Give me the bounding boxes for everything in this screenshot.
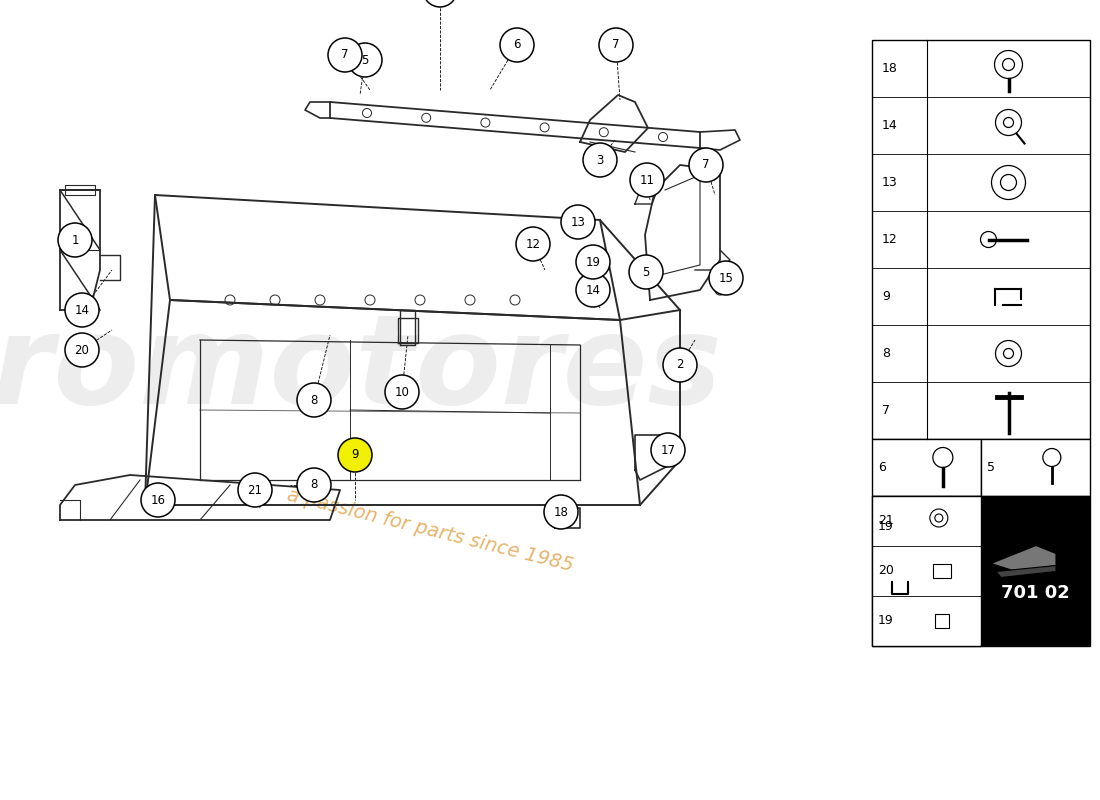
Circle shape (663, 348, 697, 382)
Circle shape (630, 163, 664, 197)
Text: 7: 7 (613, 38, 619, 51)
Text: 16: 16 (151, 494, 165, 506)
Text: 21: 21 (878, 514, 893, 527)
Circle shape (710, 261, 742, 295)
Polygon shape (991, 546, 1056, 571)
Text: 5: 5 (642, 266, 650, 278)
Text: 15: 15 (718, 271, 734, 285)
Bar (935, 614, 949, 628)
Text: 5: 5 (987, 461, 996, 474)
Circle shape (385, 375, 419, 409)
Text: 12: 12 (526, 238, 540, 250)
Text: 5: 5 (361, 54, 368, 66)
Bar (872, 496, 981, 546)
Circle shape (297, 468, 331, 502)
Text: 13: 13 (882, 176, 898, 189)
Text: euromotores: euromotores (0, 310, 722, 430)
Text: 19: 19 (878, 614, 893, 627)
Circle shape (651, 433, 685, 467)
Text: 20: 20 (878, 565, 894, 578)
Text: 19: 19 (878, 519, 893, 533)
Circle shape (576, 273, 610, 307)
Circle shape (583, 143, 617, 177)
Circle shape (65, 333, 99, 367)
Bar (872, 596, 981, 646)
Text: 7: 7 (341, 49, 349, 62)
Circle shape (576, 245, 610, 279)
Circle shape (629, 255, 663, 289)
Text: 12: 12 (882, 233, 898, 246)
Text: 18: 18 (553, 506, 569, 518)
Text: 10: 10 (395, 386, 409, 398)
Text: 9: 9 (882, 290, 890, 303)
Circle shape (516, 227, 550, 261)
Circle shape (600, 28, 632, 62)
Bar (933, 564, 950, 578)
Circle shape (348, 43, 382, 77)
Circle shape (561, 205, 595, 239)
Text: 20: 20 (75, 343, 89, 357)
Bar (872, 546, 981, 596)
Text: 8: 8 (310, 478, 318, 491)
Text: 3: 3 (596, 154, 604, 166)
Circle shape (689, 148, 723, 182)
Text: 7: 7 (702, 158, 710, 171)
Bar (981, 496, 1090, 646)
Text: 6: 6 (514, 38, 520, 51)
Text: 9: 9 (351, 449, 359, 462)
Bar (872, 439, 981, 496)
Text: 8: 8 (310, 394, 318, 406)
Bar (872, 496, 981, 646)
Polygon shape (996, 566, 1056, 578)
Text: 14: 14 (75, 303, 89, 317)
Bar (981, 439, 1090, 496)
Text: 1: 1 (72, 234, 79, 246)
Bar (872, 40, 1090, 439)
Text: 19: 19 (585, 255, 601, 269)
Text: 701 02: 701 02 (1001, 585, 1070, 602)
Text: 6: 6 (878, 461, 886, 474)
Circle shape (338, 438, 372, 472)
Circle shape (65, 293, 99, 327)
Text: 21: 21 (248, 483, 263, 497)
Circle shape (424, 0, 456, 7)
Text: 8: 8 (882, 347, 890, 360)
Text: 11: 11 (639, 174, 654, 186)
Text: 13: 13 (571, 215, 585, 229)
Text: 14: 14 (882, 119, 898, 132)
Text: 17: 17 (660, 443, 675, 457)
Circle shape (238, 473, 272, 507)
Circle shape (544, 495, 578, 529)
Text: 7: 7 (882, 404, 890, 417)
Circle shape (328, 38, 362, 72)
Circle shape (141, 483, 175, 517)
Text: 18: 18 (882, 62, 898, 75)
Text: a passion for parts since 1985: a passion for parts since 1985 (285, 485, 575, 575)
Text: 2: 2 (676, 358, 684, 371)
Circle shape (58, 223, 92, 257)
Circle shape (297, 383, 331, 417)
Text: 14: 14 (585, 283, 601, 297)
Circle shape (500, 28, 534, 62)
